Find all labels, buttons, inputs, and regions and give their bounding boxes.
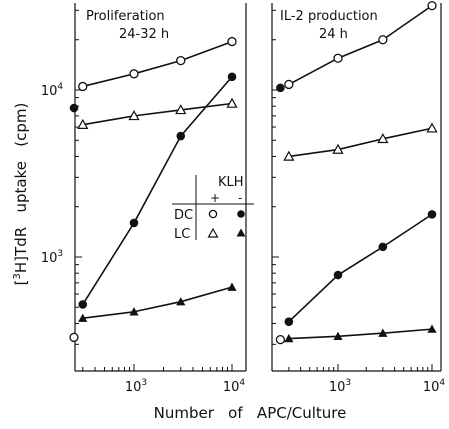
data-point-panel-1-open-triangle-1 <box>128 110 140 121</box>
chart-marks: 103 104 103 104 103 104 <box>41 0 446 395</box>
data-point-panel-2-filled-triangle-3 <box>427 324 437 333</box>
background-point-panel-1-filled-circle <box>69 103 79 113</box>
data-point-panel-2-filled-triangle-1 <box>333 331 343 340</box>
x-tick-label-panel-1-10e3: 103 <box>125 378 147 395</box>
data-point-panel-1-filled-triangle-3 <box>227 282 237 291</box>
legend-header: KLH <box>218 175 244 190</box>
data-point-panel-1-filled-circle-0 <box>78 300 88 309</box>
data-point-panel-1-open-circle-3 <box>227 36 237 47</box>
legend-minus: - <box>238 191 242 205</box>
y-axis-label-superscript: 3 <box>12 273 23 279</box>
data-point-panel-1-filled-triangle-1 <box>129 307 139 316</box>
series-line-panel-1-filled-triangle <box>82 286 233 320</box>
data-point-panel-2-open-triangle-0 <box>283 150 295 161</box>
background-point-panel-2-filled-circle <box>276 83 285 93</box>
data-point-panel-2-open-triangle-3 <box>426 122 438 133</box>
legend-filled-circle-icon <box>237 210 245 218</box>
legend-filled-triangle-icon <box>236 228 246 237</box>
panel-1-title-line-2: 24-32 h <box>119 27 169 42</box>
legend-plus: + <box>210 191 220 205</box>
data-point-panel-2-open-circle-2 <box>378 35 388 45</box>
panel-il2: IL-2 production 24 h <box>271 3 442 372</box>
series-line-panel-1-open-circle <box>82 40 233 88</box>
series-line-panel-2-open-triangle <box>288 127 433 158</box>
legend-row-dc-label: DC <box>174 208 193 223</box>
data-point-panel-1-open-circle-0 <box>78 81 88 92</box>
data-point-panel-2-open-circle-3 <box>427 0 437 11</box>
legend-open-circle-icon <box>208 209 218 219</box>
data-point-panel-2-filled-triangle-0 <box>284 333 294 343</box>
panel-2-title-line-2: 24 h <box>319 27 348 42</box>
data-point-panel-2-open-circle-0 <box>284 79 294 90</box>
series-line-panel-1-open-triangle <box>82 102 233 126</box>
data-point-panel-1-open-triangle-2 <box>175 104 187 115</box>
data-point-panel-2-filled-circle-2 <box>378 242 388 252</box>
background-point-panel-1-open-circle <box>69 332 79 343</box>
data-point-panel-1-open-circle-2 <box>176 55 186 66</box>
data-point-panel-2-filled-circle-1 <box>333 270 343 280</box>
x-axis-label: Number of APC/Culture <box>154 404 347 422</box>
data-point-panel-2-open-circle-1 <box>333 53 343 63</box>
series-line-panel-2-open-circle <box>288 4 433 86</box>
y-tick-label-10e4: 104 <box>41 82 64 99</box>
data-point-panel-1-open-triangle-3 <box>226 97 238 108</box>
legend-row-lc-label: LC <box>174 227 190 242</box>
data-point-panel-2-open-triangle-2 <box>377 133 389 144</box>
background-point-panel-2-open-circle <box>275 334 286 345</box>
panel-2-title-line-1: IL-2 production <box>280 9 378 24</box>
data-point-panel-1-filled-circle-2 <box>176 131 186 141</box>
legend: KLH + - DC LC <box>172 175 254 242</box>
data-point-panel-2-filled-triangle-2 <box>378 328 388 337</box>
y-tick-label-10e3: 103 <box>41 249 63 266</box>
data-point-panel-2-filled-circle-3 <box>427 210 437 219</box>
legend-open-triangle-icon <box>207 227 219 238</box>
x-tick-label-panel-2-10e4: 104 <box>423 378 446 395</box>
data-point-panel-1-filled-triangle-0 <box>78 313 88 322</box>
series-line-panel-2-filled-triangle <box>288 328 433 340</box>
x-tick-label-panel-2-10e3: 103 <box>329 378 351 395</box>
data-point-panel-1-filled-circle-1 <box>129 218 139 228</box>
data-point-panel-2-filled-circle-0 <box>284 317 294 326</box>
data-point-panel-1-filled-circle-3 <box>227 72 237 82</box>
data-point-panel-1-open-circle-1 <box>129 69 139 79</box>
series-line-panel-1-filled-circle <box>82 76 233 305</box>
data-point-panel-1-filled-triangle-2 <box>176 297 186 306</box>
series-line-panel-2-filled-circle <box>288 213 433 323</box>
panel-1-title-line-1: Proliferation <box>86 9 165 24</box>
data-point-panel-2-open-triangle-1 <box>332 143 344 154</box>
y-axis-label: [3H]TdR uptake (cpm) <box>12 103 30 286</box>
data-point-panel-1-open-triangle-0 <box>77 118 89 129</box>
panel-proliferation: Proliferation 24-32 h <box>74 3 247 372</box>
x-tick-label-panel-1-10e4: 104 <box>223 378 246 395</box>
